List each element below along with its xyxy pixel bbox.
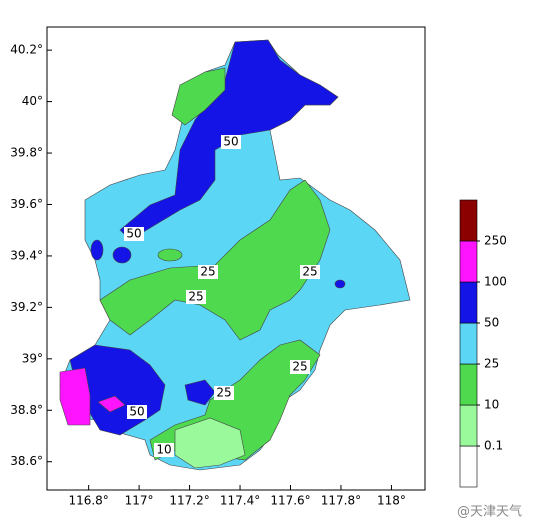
colorbar-bin xyxy=(459,363,478,406)
colorbar-bin xyxy=(459,322,478,365)
contour-label: 25 xyxy=(292,360,307,374)
y-tick-label: 38.6° xyxy=(10,454,43,468)
y-tick-label: 40.2° xyxy=(10,43,43,57)
region-50-100 xyxy=(112,246,132,264)
y-tick-label: 39.8° xyxy=(10,146,43,160)
x-tick-label: 117.6° xyxy=(270,494,310,508)
region-0.1-10 xyxy=(174,417,246,469)
x-tick-label: 117.2° xyxy=(169,494,209,508)
colorbar-bin xyxy=(459,281,478,324)
colorbar-label: 100 xyxy=(484,275,507,289)
label-box xyxy=(186,290,206,304)
contour-label: 50 xyxy=(223,135,238,149)
contour-label: 50 xyxy=(129,405,144,419)
x-tick-label: 118° xyxy=(377,494,406,508)
region-50-100 xyxy=(184,379,216,406)
region-50-100 xyxy=(90,239,104,261)
x-tick-label: 116.8° xyxy=(68,494,108,508)
x-tick-label: 117.4° xyxy=(220,494,260,508)
y-tick-label: 39.2° xyxy=(10,300,43,314)
label-box xyxy=(124,227,144,241)
region-50-100 xyxy=(334,279,346,289)
colorbar-label: 0.1 xyxy=(484,439,503,453)
contour-label: 10 xyxy=(156,443,171,457)
contour-label: 25 xyxy=(200,265,215,279)
label-box xyxy=(300,265,320,279)
colorbar-label: 50 xyxy=(484,316,499,330)
watermark: @天津天气 xyxy=(457,504,522,520)
colorbar-bin xyxy=(459,404,478,447)
region-10-25 xyxy=(99,179,331,341)
x-tick-label: 117° xyxy=(125,494,154,508)
colorbar-bin xyxy=(459,199,478,242)
label-box xyxy=(127,405,147,419)
contour-labels: 50 50 25 25 25 25 25 50 10 xyxy=(124,135,320,457)
region-100-250 xyxy=(97,395,126,413)
contour-label: 25 xyxy=(188,290,203,304)
label-box xyxy=(214,386,234,400)
y-tick-label: 39.4° xyxy=(10,248,43,262)
colorbar-label: 25 xyxy=(484,357,499,371)
label-box xyxy=(198,265,218,279)
colorbar-bin xyxy=(459,240,478,283)
colorbar-bin xyxy=(459,445,478,488)
x-tick-label: 117.8° xyxy=(321,494,361,508)
label-box xyxy=(221,135,241,149)
label-box xyxy=(290,360,310,374)
region-10-25 xyxy=(171,67,226,126)
contour-label: 50 xyxy=(126,227,141,241)
contour-label: 25 xyxy=(302,265,317,279)
label-box xyxy=(154,443,174,457)
y-tick-label: 39.6° xyxy=(10,197,43,211)
colorbar-label: 250 xyxy=(484,234,507,248)
region-10-25 xyxy=(157,248,183,262)
y-tick-label: 39° xyxy=(22,351,43,365)
y-tick-label: 38.8° xyxy=(10,403,43,417)
region-100-250 xyxy=(59,367,91,426)
y-tick-label: 40° xyxy=(22,94,43,108)
colorbar-label: 10 xyxy=(484,398,499,412)
contour-label: 25 xyxy=(216,386,231,400)
